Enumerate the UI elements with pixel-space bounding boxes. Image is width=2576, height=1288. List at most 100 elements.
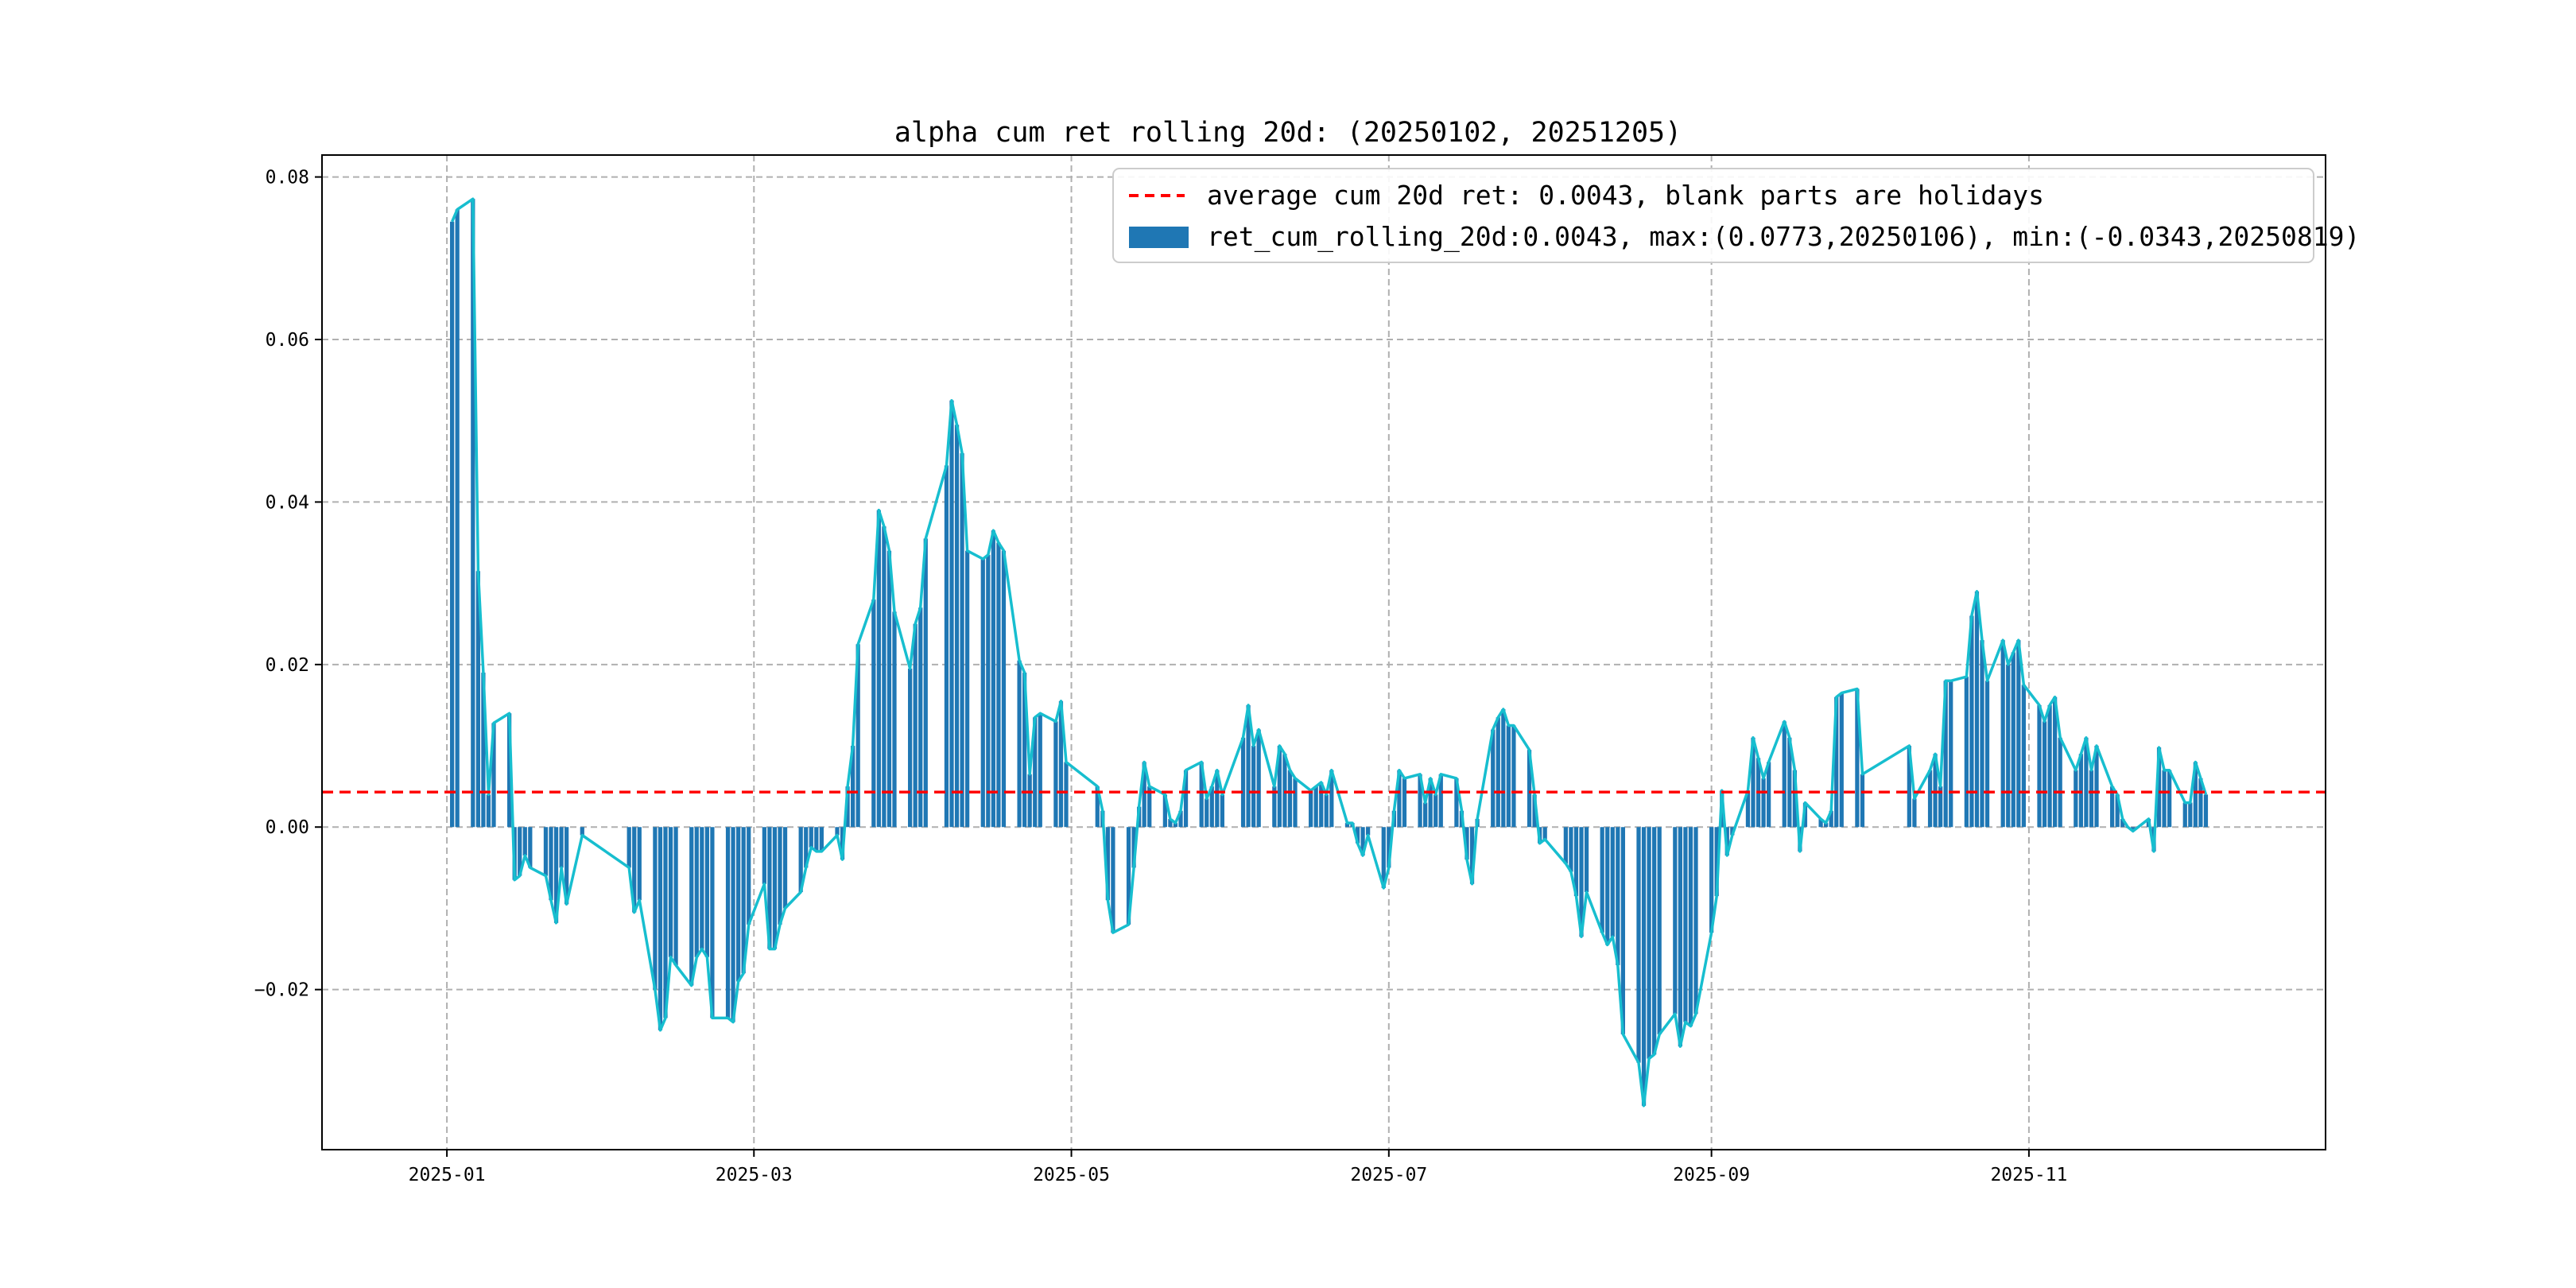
bar: [2167, 770, 2172, 828]
bar: [1912, 798, 1917, 828]
bar: [1168, 819, 1173, 828]
bar: [1600, 827, 1604, 933]
bar: [1240, 737, 1246, 828]
legend-box: [1112, 168, 2314, 263]
x-tick-label: 2025-11: [1990, 1165, 2067, 1185]
bar: [1527, 750, 1532, 828]
bar: [553, 827, 559, 923]
bar: [986, 554, 991, 828]
bar: [1387, 827, 1391, 868]
bar: [1616, 827, 1620, 965]
bar: [1745, 790, 1751, 828]
bar: [882, 526, 886, 828]
bar: [1573, 827, 1579, 897]
bar: [1855, 689, 1860, 828]
bar: [1824, 823, 1829, 828]
bar: [1282, 754, 1287, 828]
bar: [1501, 709, 1506, 828]
bar: [731, 827, 735, 1022]
bar: [1678, 827, 1682, 1047]
bar: [1402, 778, 1407, 828]
bar: [1839, 692, 1844, 828]
bar: [1178, 810, 1183, 828]
bar: [694, 827, 699, 957]
x-tick-label: 2025-01: [409, 1165, 486, 1185]
y-tick-label: 0.02: [266, 655, 309, 676]
bar: [1329, 770, 1334, 828]
bar: [1907, 746, 1911, 828]
bar: [2011, 652, 2015, 828]
bar: [762, 827, 766, 884]
bar: [1792, 770, 1797, 828]
bar: [1058, 700, 1064, 828]
bar: [1397, 770, 1402, 828]
bar: [2094, 746, 2099, 828]
bar: [1438, 774, 1443, 828]
bar: [2110, 786, 2115, 828]
bar: [528, 827, 533, 868]
bar: [2084, 737, 2089, 828]
bar: [632, 827, 637, 913]
bar: [1246, 704, 1251, 828]
bar: [455, 209, 460, 828]
bar: [1209, 786, 1214, 828]
bar: [1964, 677, 1969, 828]
bar: [1709, 827, 1714, 933]
bar: [1366, 827, 1371, 836]
bar: [1001, 550, 1007, 828]
x-tick-label: 2025-03: [716, 1165, 793, 1185]
bar: [1381, 827, 1386, 888]
bar: [1818, 819, 1823, 828]
bar: [980, 558, 985, 828]
y-tick-label: −0.02: [254, 980, 309, 1001]
bar: [1496, 717, 1500, 828]
bar: [1131, 827, 1136, 868]
bar: [1829, 810, 1833, 828]
bar: [2198, 778, 2203, 828]
bar: [809, 827, 813, 848]
bar: [782, 827, 788, 909]
bar: [1215, 770, 1220, 828]
bar: [778, 827, 782, 925]
bar: [1761, 778, 1766, 828]
bar: [1506, 725, 1511, 828]
bar: [518, 827, 522, 876]
bar: [1064, 762, 1069, 828]
bar: [2006, 664, 2011, 828]
bar: [804, 827, 809, 868]
bar: [798, 827, 803, 893]
bar: [1584, 827, 1589, 893]
bar: [845, 786, 850, 828]
bar: [1465, 827, 1469, 860]
bar: [1293, 778, 1298, 828]
bar: [1183, 770, 1189, 828]
bar: [2131, 827, 2136, 832]
bar: [710, 827, 715, 1018]
bar: [1111, 827, 1115, 933]
bar: [819, 827, 824, 852]
legend-bar-swatch: [1129, 227, 1189, 248]
bar: [559, 827, 564, 868]
series-line: [450, 197, 2208, 1108]
bar: [1620, 827, 1625, 1034]
bar: [960, 453, 964, 828]
bar: [1569, 827, 1573, 872]
bar: [580, 827, 584, 836]
bar: [1927, 770, 1933, 828]
bar: [2193, 762, 2198, 828]
bar: [892, 611, 897, 828]
bar: [1469, 827, 1475, 884]
bar: [689, 827, 694, 986]
bar: [2182, 802, 2187, 828]
bar: [1542, 827, 1547, 840]
bar: [1147, 786, 1152, 828]
bar: [1491, 729, 1496, 828]
bar: [700, 827, 704, 949]
bars: [450, 199, 2209, 1106]
bar: [1033, 717, 1038, 828]
legend-series-label: ret_cum_rolling_20d:0.0043, max:(0.0773,…: [1207, 221, 2360, 253]
bar: [1173, 823, 1178, 828]
bar: [814, 827, 819, 852]
bar: [2053, 696, 2058, 828]
bar: [1418, 774, 1422, 828]
